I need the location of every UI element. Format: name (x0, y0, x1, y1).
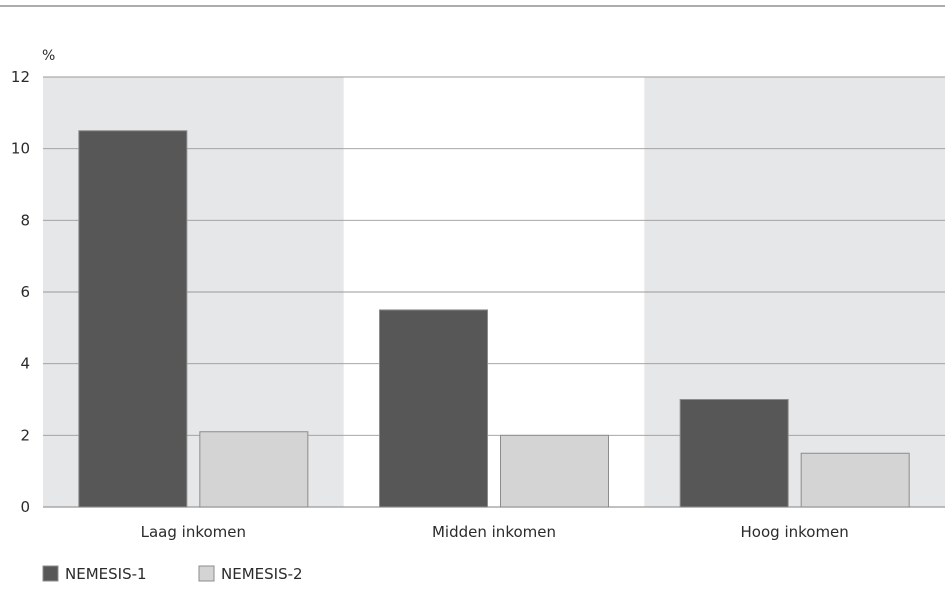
legend: NEMESIS-1 NEMESIS-2 (42, 565, 303, 583)
grid-lines (43, 76, 945, 508)
bars (78, 130, 910, 508)
y-tick-label: 12 (11, 68, 30, 86)
y-tick-label: 6 (20, 283, 30, 301)
legend-swatch-nemesis-1 (42, 565, 59, 582)
legend-label-nemesis-1: NEMESIS-1 (65, 565, 147, 583)
y-axis-ticks: 0 2 4 6 8 10 12 (11, 68, 30, 516)
bar-nemesis-2-1 (500, 434, 609, 508)
x-category-label: Laag inkomen (141, 523, 246, 541)
bar-nemesis-1-1 (379, 309, 488, 508)
y-tick-label: 0 (20, 498, 30, 516)
x-category-label: Hoog inkomen (741, 523, 849, 541)
bar-nemesis-1-2 (679, 399, 789, 508)
bar-nemesis-2-2 (800, 452, 910, 508)
y-unit-label: % (42, 48, 55, 64)
legend-label-nemesis-2: NEMESIS-2 (221, 565, 303, 583)
bar-nemesis-1-0 (78, 130, 188, 508)
y-tick-label: 8 (20, 211, 30, 229)
y-tick-label: 10 (11, 140, 30, 158)
y-tick-label: 4 (20, 355, 30, 373)
legend-swatch-nemesis-2 (198, 565, 215, 582)
bar-nemesis-2-0 (199, 431, 309, 508)
x-category-label: Midden inkomen (432, 523, 556, 541)
y-tick-label: 2 (20, 426, 30, 444)
x-axis-labels: Laag inkomen Midden inkomen Hoog inkomen (141, 523, 849, 541)
